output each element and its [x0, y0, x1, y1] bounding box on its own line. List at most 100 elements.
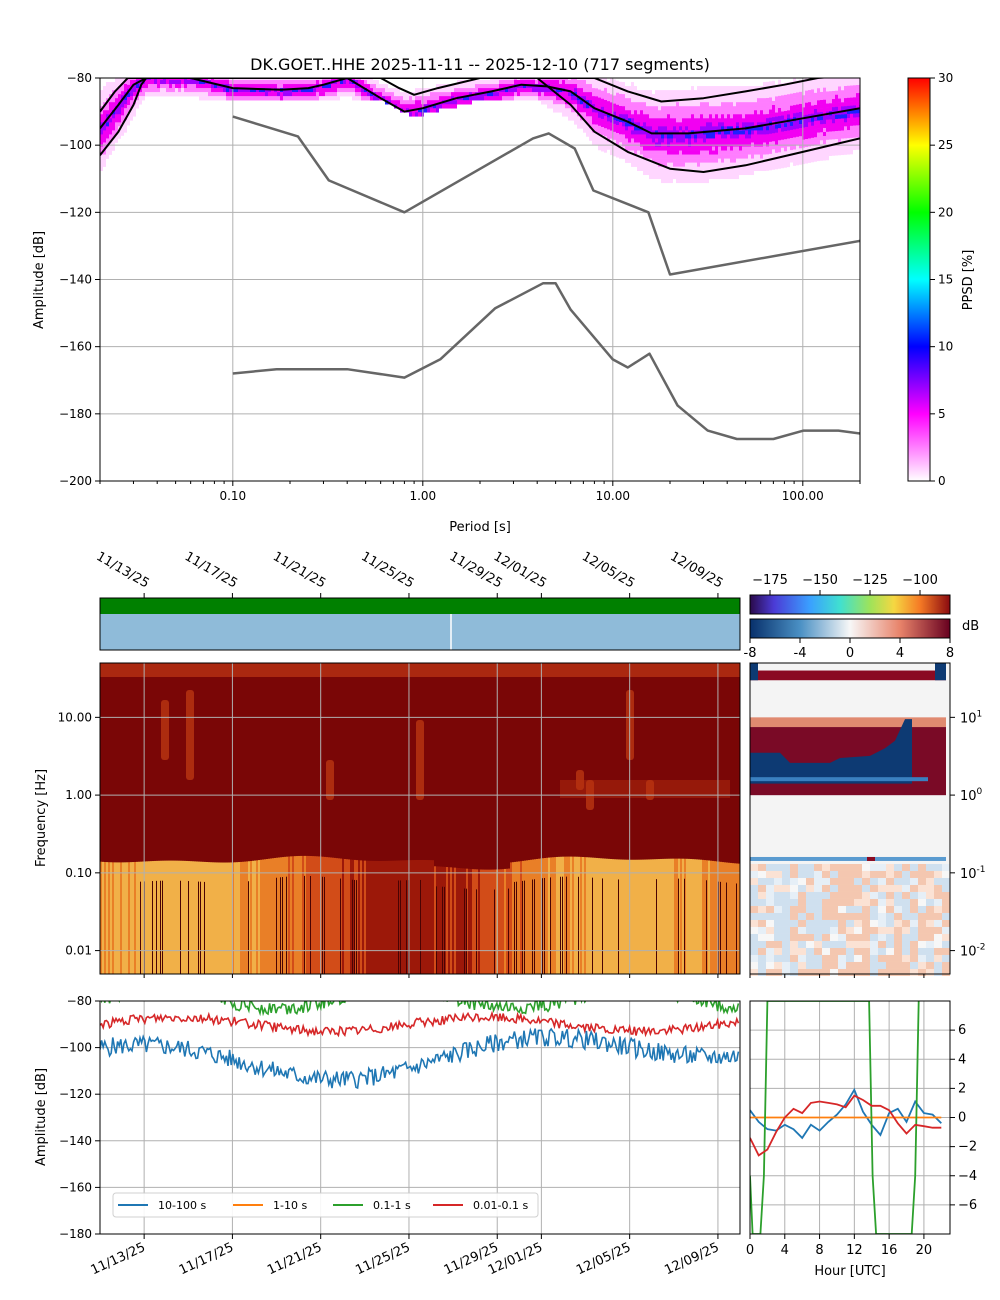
- ppsd-density-cell: [418, 112, 421, 117]
- ppsd-density-cell: [736, 154, 739, 159]
- ppsd-density-cell: [202, 88, 205, 93]
- ppsd-density-cell: [322, 78, 325, 81]
- ppsd-density-cell: [715, 146, 718, 151]
- ppsd-density-cell: [667, 90, 670, 95]
- spectrogram-low-column: [384, 860, 386, 974]
- ppsd-density-cell: [265, 96, 268, 101]
- ppsd-density-cell: [811, 133, 814, 139]
- ppsd-density-cell: [820, 91, 823, 97]
- ppsd-density-cell: [823, 107, 826, 113]
- ppsd-density-cell: [535, 96, 538, 101]
- spectrogram-low-column: [274, 857, 276, 974]
- ppsd-density-cell: [118, 94, 121, 99]
- ppsd-density-cell: [652, 158, 655, 163]
- ppsd-density-cell: [850, 113, 853, 119]
- ppsd-density-cell: [571, 108, 574, 113]
- ppsd-density-cell: [826, 95, 829, 100]
- ppsd-density-cell: [742, 158, 745, 163]
- ppsd-density-cell: [151, 84, 154, 89]
- ppsd-density-cell: [745, 110, 748, 115]
- ppsd-density-cell: [718, 146, 721, 151]
- ppsd-density-cell: [829, 83, 832, 88]
- ppsd-density-cell: [142, 72, 145, 76]
- ppsd-density-cell: [676, 102, 679, 107]
- ppsd-density-cell: [292, 80, 295, 85]
- ppsd-density-cell: [607, 109, 610, 114]
- hourly-cell: [934, 877, 942, 885]
- ppsd-density-cell: [622, 114, 625, 119]
- spectrogram-low-column: [258, 860, 260, 974]
- ppsd-density-cell: [595, 88, 598, 93]
- ppsd-density-cell: [187, 68, 190, 72]
- ppsd-density-cell: [805, 118, 808, 124]
- ppsd-density-cell: [394, 88, 397, 93]
- ppsd-density-cell: [199, 68, 202, 72]
- ppsd-density-cell: [277, 78, 280, 81]
- hourly-cell: [870, 863, 878, 871]
- ppsd-density-cell: [148, 78, 151, 81]
- ppsd-density-cell: [130, 78, 133, 81]
- ppsd-density-cell: [808, 102, 811, 107]
- ppsd-density-cell: [109, 106, 112, 111]
- hourly-cell: [758, 961, 766, 969]
- spectrogram-low-column: [336, 858, 338, 974]
- ppsd-density-cell: [688, 142, 691, 147]
- ppsd-colorbar-tick-label: 15: [938, 273, 953, 287]
- ppsd-density-cell: [847, 122, 850, 127]
- ppsd-density-cell: [544, 92, 547, 97]
- hourly-cell: [862, 961, 870, 969]
- spectrogram-dark-streak: [188, 881, 189, 974]
- hourly-cell: [790, 912, 798, 920]
- spectrogram-low-column: [614, 859, 616, 974]
- spectrogram-low-column: [252, 860, 254, 974]
- ppsd-density-cell: [784, 131, 787, 136]
- ppsd-density-cell: [730, 102, 733, 107]
- ppsd-density-cell: [574, 100, 577, 105]
- spectrogram-low-column: [548, 857, 550, 974]
- ppsd-density-cell: [793, 121, 796, 126]
- ppsd-density-cell: [766, 106, 769, 111]
- spectrogram-low-column: [682, 858, 684, 974]
- ppsd-density-cell: [808, 142, 811, 147]
- hourly-cell: [822, 968, 830, 976]
- ppsd-density-cell: [712, 158, 715, 163]
- ppsd-density-cell: [643, 170, 646, 176]
- ppsd-density-cell: [610, 94, 613, 99]
- ppsd-density-cell: [616, 128, 619, 134]
- ppsd-density-cell: [226, 72, 229, 76]
- ppsd-density-cell: [694, 154, 697, 159]
- ppsd-density-cell: [697, 158, 700, 163]
- ppsd-density-cell: [610, 86, 613, 91]
- ppsd-density-cell: [535, 80, 538, 85]
- ppsd-density-cell: [244, 80, 247, 85]
- spectrogram-low-column: [608, 858, 610, 974]
- ppsd-density-cell: [460, 96, 463, 101]
- ppsd-density-cell: [415, 100, 418, 105]
- ppsd-density-cell: [622, 94, 625, 99]
- ppsd-density-cell: [208, 84, 211, 89]
- ppsd-density-cell: [763, 154, 766, 159]
- ppsd-density-cell: [235, 78, 238, 81]
- ppsd-density-cell: [817, 120, 820, 125]
- hourly-cell: [758, 863, 766, 871]
- ppsd-density-cell: [364, 92, 367, 97]
- ppsd-density-cell: [640, 106, 643, 111]
- spectrogram-low-column: [124, 862, 126, 974]
- ppsd-density-cell: [835, 82, 838, 88]
- ppsd-density-cell: [775, 164, 778, 170]
- ppsd-density-cell: [691, 102, 694, 107]
- ppsd-density-cell: [229, 80, 232, 85]
- ppsd-density-cell: [574, 116, 577, 121]
- ppsd-density-cell: [565, 96, 568, 101]
- ppsd-density-cell: [100, 122, 103, 127]
- hourly-cell: [750, 919, 758, 927]
- ppsd-density-cell: [793, 145, 796, 150]
- ppsd-density-cell: [430, 92, 433, 97]
- hourly-cell: [862, 877, 870, 885]
- spectrogram-low-column: [460, 868, 462, 974]
- ppsd-density-cell: [799, 160, 802, 165]
- ppsd-density-cell: [655, 170, 658, 176]
- ppsd-density-cell: [679, 154, 682, 159]
- ppsd-density-cell: [637, 110, 640, 115]
- ppsd-density-cell: [433, 92, 436, 97]
